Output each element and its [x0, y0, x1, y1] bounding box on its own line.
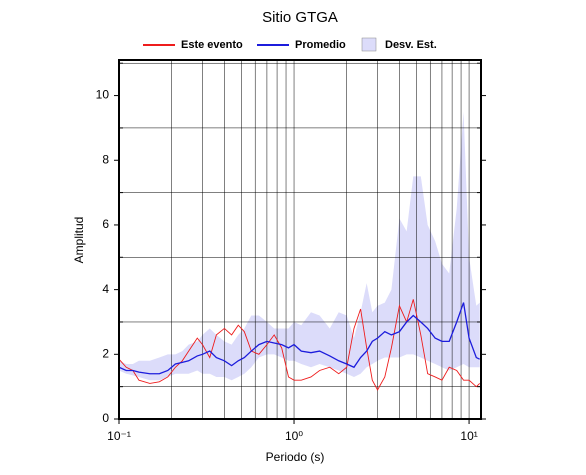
x-axis-label: Periodo (s): [266, 450, 325, 464]
y-tick-label: 6: [102, 217, 109, 231]
y-tick-label: 4: [102, 282, 109, 296]
x-tick-label: 10⁻¹: [107, 429, 131, 443]
y-tick-label: 10: [96, 88, 110, 102]
series-line: [118, 302, 480, 375]
plot-frame: [118, 59, 482, 420]
x-tick-label: 10¹: [460, 429, 477, 443]
std-band: [119, 111, 480, 381]
y-tick-label: 2: [102, 346, 109, 360]
legend-label: Este evento: [181, 39, 243, 51]
chart-title: Sitio GTGA: [262, 9, 338, 26]
legend-label: Promedio: [295, 39, 346, 51]
y-tick-label: 8: [102, 152, 109, 166]
legend-swatch: [361, 37, 377, 52]
y-axis-label: Amplitud: [72, 217, 86, 264]
y-tick-label: 0: [102, 411, 109, 425]
series-line: [118, 299, 481, 391]
x-tick-label: 10⁰: [285, 429, 303, 443]
legend-label: Desv. Est.: [385, 39, 437, 51]
